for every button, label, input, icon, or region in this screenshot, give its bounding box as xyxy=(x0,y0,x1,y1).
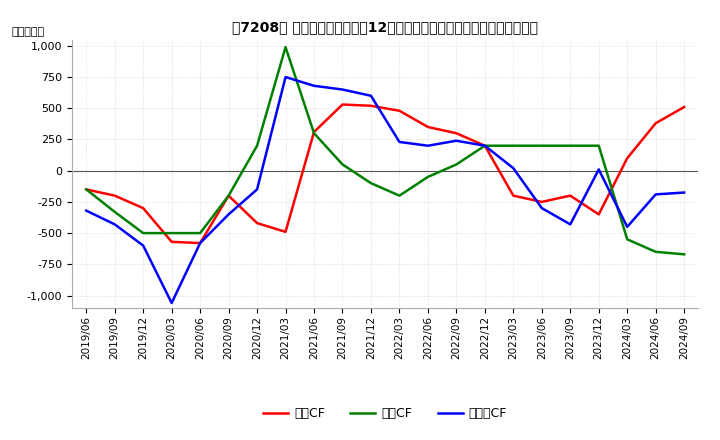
フリーCF xyxy=(680,190,688,195)
投資CF xyxy=(423,174,432,180)
営業CF xyxy=(310,129,318,135)
フリーCF xyxy=(338,87,347,92)
営業CF xyxy=(652,121,660,126)
営業CF xyxy=(537,199,546,205)
投資CF xyxy=(623,237,631,242)
フリーCF xyxy=(282,74,290,80)
投資CF xyxy=(395,193,404,198)
フリーCF xyxy=(253,187,261,192)
投資CF xyxy=(338,162,347,167)
Line: フリーCF: フリーCF xyxy=(86,77,684,303)
営業CF xyxy=(253,220,261,226)
投資CF xyxy=(452,162,461,167)
投資CF xyxy=(566,143,575,148)
フリーCF xyxy=(452,138,461,143)
フリーCF xyxy=(566,222,575,227)
営業CF xyxy=(509,193,518,198)
投資CF xyxy=(509,143,518,148)
Legend: 営業CF, 投資CF, フリーCF: 営業CF, 投資CF, フリーCF xyxy=(258,402,512,425)
営業CF xyxy=(282,229,290,235)
フリーCF xyxy=(196,240,204,246)
投資CF xyxy=(196,231,204,236)
営業CF xyxy=(167,239,176,245)
投資CF xyxy=(253,143,261,148)
営業CF xyxy=(595,212,603,217)
フリーCF xyxy=(537,205,546,211)
フリーCF xyxy=(82,208,91,213)
フリーCF xyxy=(366,93,375,99)
投資CF xyxy=(167,231,176,236)
投資CF xyxy=(110,209,119,215)
投資CF xyxy=(366,180,375,186)
フリーCF xyxy=(652,192,660,197)
フリーCF xyxy=(509,165,518,171)
営業CF xyxy=(680,104,688,110)
営業CF xyxy=(196,240,204,246)
営業CF xyxy=(225,193,233,198)
フリーCF xyxy=(139,243,148,248)
投資CF xyxy=(480,143,489,148)
営業CF xyxy=(82,187,91,192)
フリーCF xyxy=(595,167,603,172)
フリーCF xyxy=(225,212,233,217)
営業CF xyxy=(480,143,489,148)
投資CF xyxy=(82,187,91,192)
Title: 【7208】 キャッシュフローの12か月移動合計の対前年同期増減額の推移: 【7208】 キャッシュフローの12か月移動合計の対前年同期増減額の推移 xyxy=(232,20,539,34)
営業CF xyxy=(623,156,631,161)
投資CF xyxy=(680,252,688,257)
投資CF xyxy=(139,231,148,236)
営業CF xyxy=(566,193,575,198)
フリーCF xyxy=(395,139,404,145)
営業CF xyxy=(366,103,375,108)
Text: （百万円）: （百万円） xyxy=(12,27,45,37)
Line: 投資CF: 投資CF xyxy=(86,47,684,254)
投資CF xyxy=(537,143,546,148)
営業CF xyxy=(110,193,119,198)
投資CF xyxy=(595,143,603,148)
営業CF xyxy=(139,205,148,211)
Line: 営業CF: 営業CF xyxy=(86,105,684,243)
フリーCF xyxy=(423,143,432,148)
営業CF xyxy=(395,108,404,114)
フリーCF xyxy=(623,224,631,230)
営業CF xyxy=(338,102,347,107)
投資CF xyxy=(282,44,290,50)
フリーCF xyxy=(110,222,119,227)
フリーCF xyxy=(167,301,176,306)
営業CF xyxy=(452,131,461,136)
投資CF xyxy=(652,249,660,254)
投資CF xyxy=(225,193,233,198)
営業CF xyxy=(423,125,432,130)
フリーCF xyxy=(480,143,489,148)
投資CF xyxy=(310,131,318,136)
フリーCF xyxy=(310,83,318,88)
